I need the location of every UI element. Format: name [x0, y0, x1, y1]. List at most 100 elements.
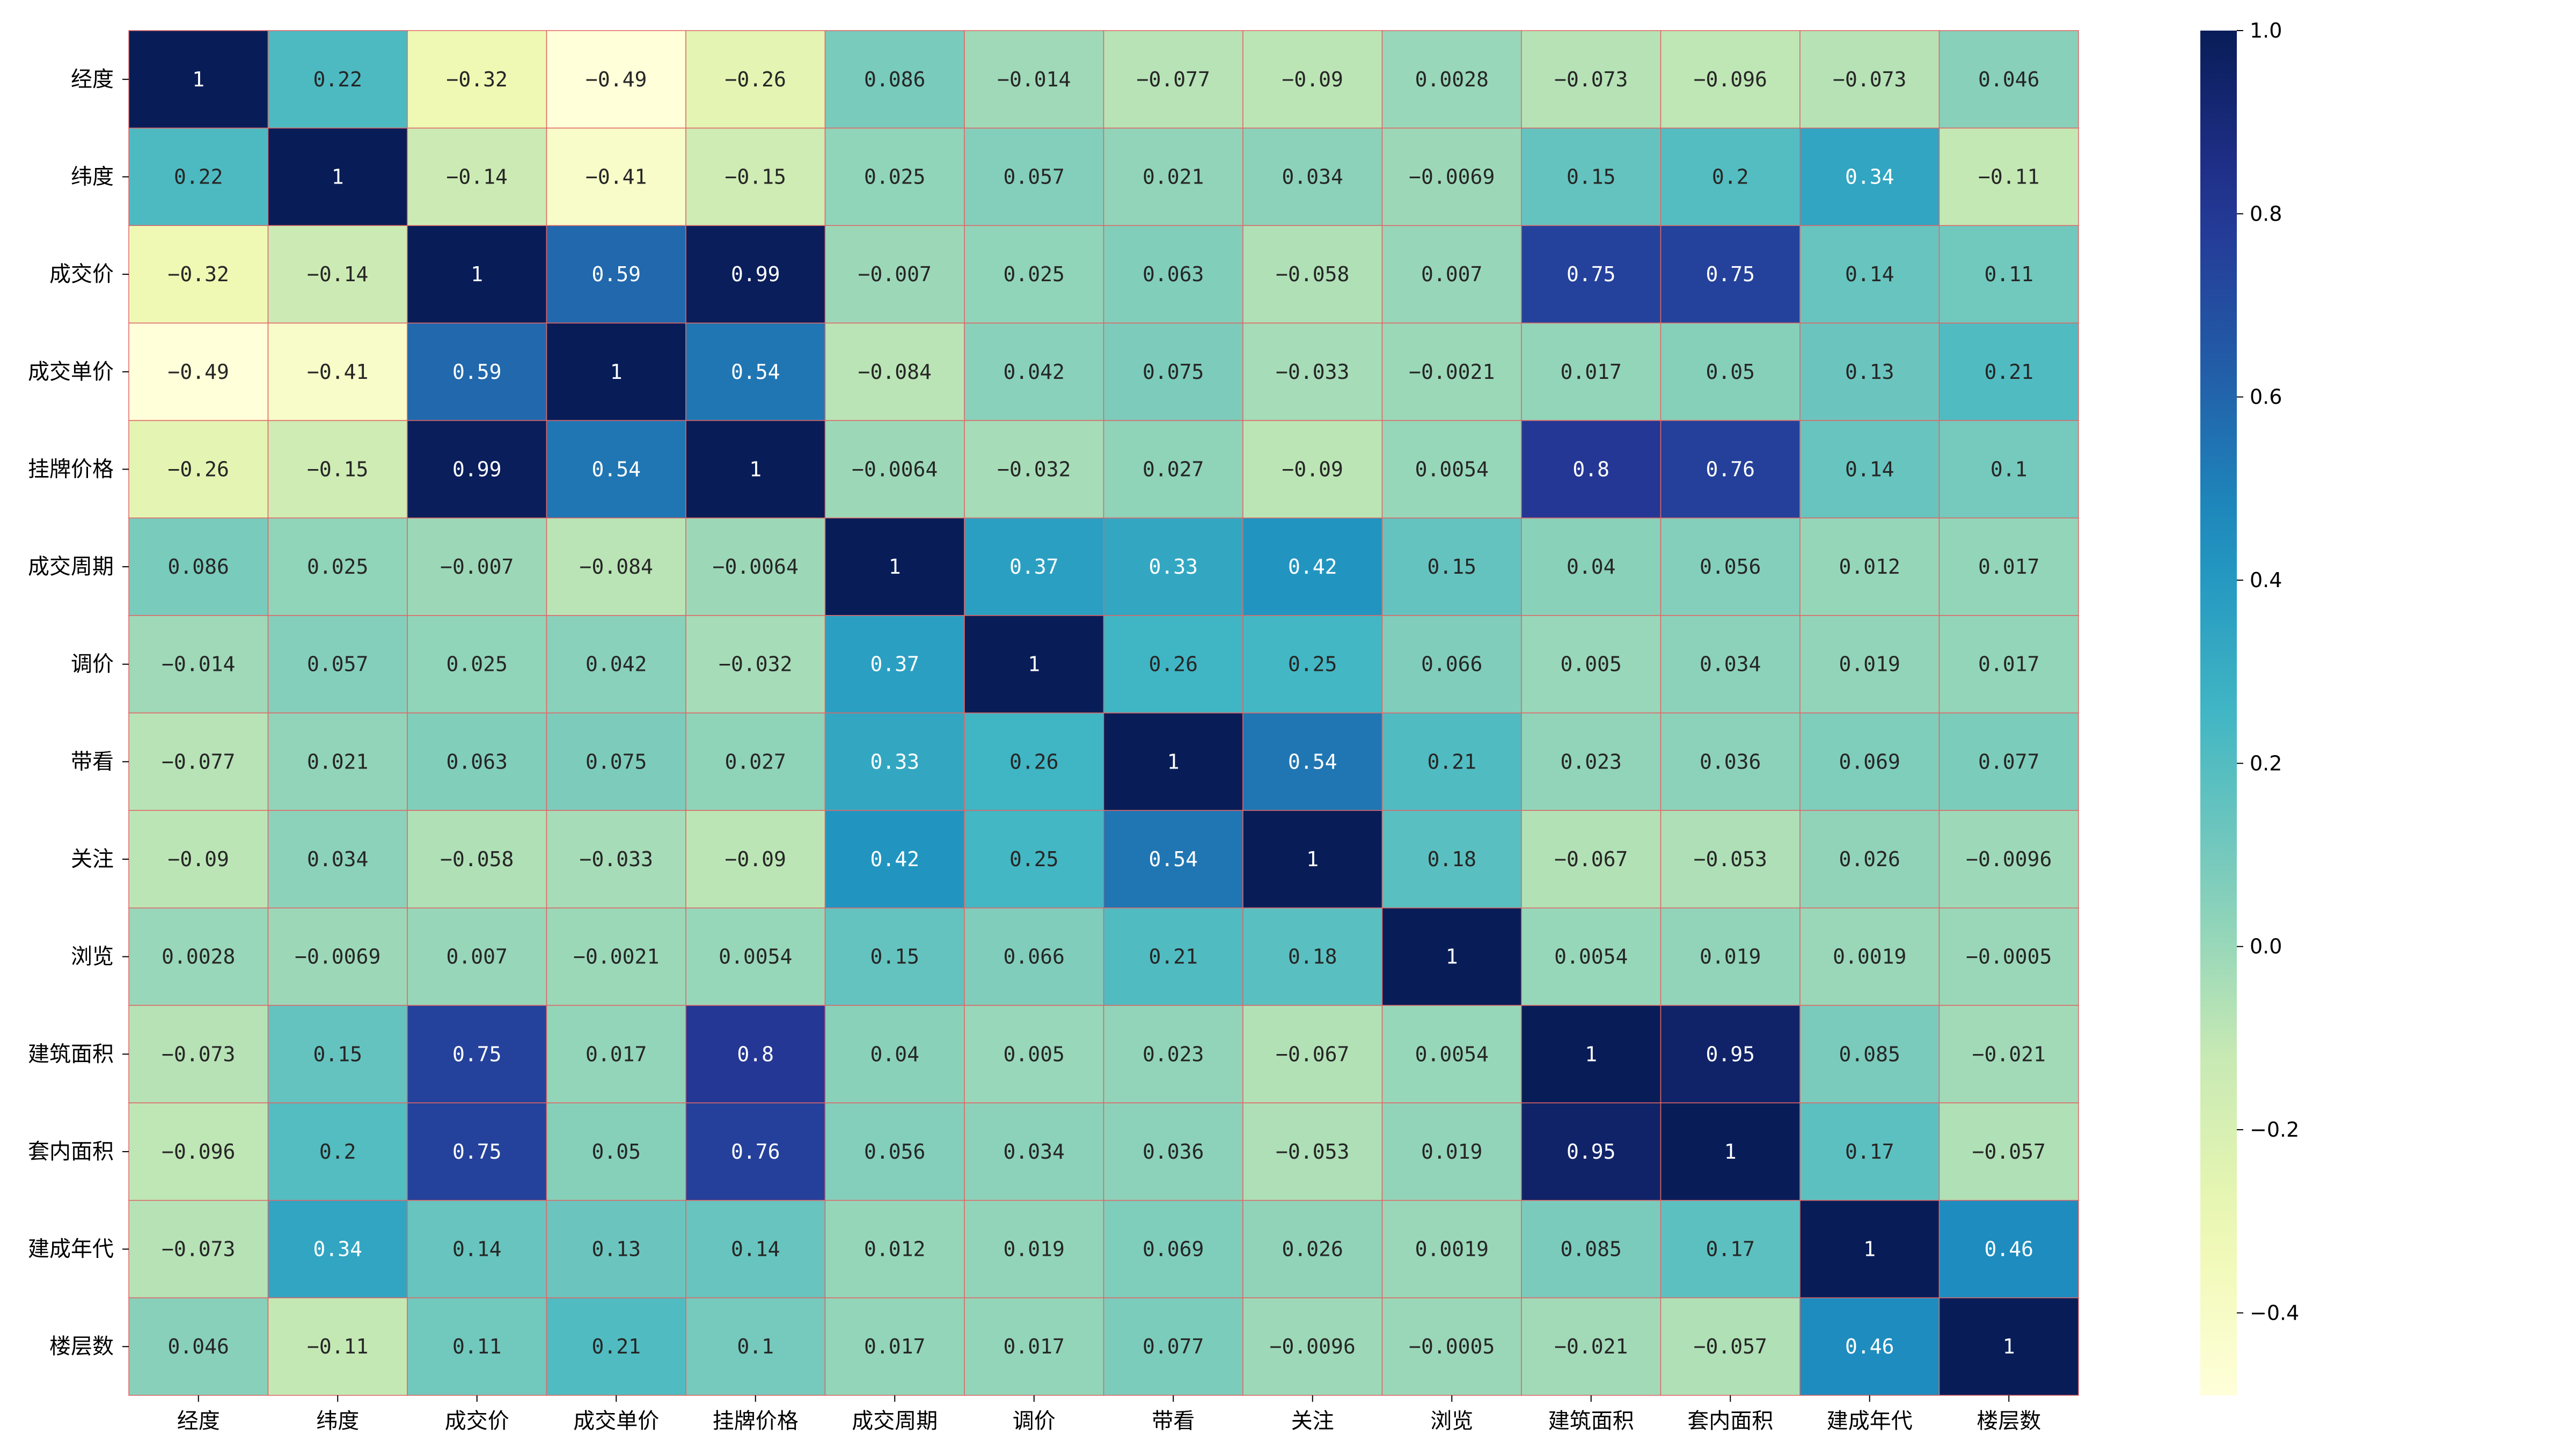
heatmap-cell-r7-c7: [1103, 712, 1243, 811]
heatmap-cell-r7-c1: [267, 712, 408, 811]
cell-value-label-r4-c7: 0.027: [1143, 457, 1204, 481]
cell-value-label-r13-c7: 0.077: [1143, 1335, 1204, 1358]
y-tick-label-11: 套内面积: [28, 1139, 114, 1164]
heatmap-cell-r12-c7: [1103, 1199, 1243, 1299]
cell-value-label-r7-c12: 0.069: [1839, 750, 1900, 773]
cell-value-label-r4-c12: 0.14: [1845, 457, 1894, 481]
cell-value-label-r6-c7: 0.26: [1148, 653, 1198, 676]
heatmap-cell-r11-c4: [685, 1102, 826, 1201]
cell-value-label-r5-c3: −0.084: [580, 555, 653, 579]
cell-value-label-r0-c1: 0.22: [313, 68, 362, 91]
heatmap-cell-r1-c2: [407, 127, 547, 226]
cell-value-label-r12-c4: 0.14: [731, 1238, 780, 1261]
cell-value-label-r4-c1: −0.15: [307, 457, 368, 481]
cell-value-label-r4-c5: −0.0064: [852, 457, 938, 481]
heatmap-cell-r12-c10: [1521, 1199, 1662, 1299]
heatmap-cell-r8-c2: [407, 810, 547, 909]
x-tick-label-8: 关注: [1291, 1409, 1334, 1433]
heatmap-cells: [128, 30, 2079, 1396]
heatmap-cell-r6-c11: [1660, 615, 1801, 714]
heatmap-cell-r5-c6: [964, 517, 1104, 616]
heatmap-cell-r2-c10: [1521, 225, 1662, 324]
heatmap-cell-r9-c5: [824, 908, 965, 1006]
colorbar-tick-label-7: 1.0: [2250, 19, 2282, 42]
heatmap-cell-r12-c0: [128, 1199, 269, 1299]
heatmap-cell-r3-c4: [685, 323, 826, 421]
cell-value-label-r11-c4: 0.76: [731, 1140, 780, 1163]
cell-value-label-r12-c13: 0.46: [1984, 1238, 2033, 1261]
heatmap-cell-r11-c1: [267, 1102, 408, 1201]
cell-value-label-r4-c3: 0.54: [591, 457, 641, 481]
heatmap-cell-r9-c13: [1938, 908, 2079, 1006]
x-tick-label-4: 挂牌价格: [713, 1409, 799, 1433]
heatmap-cell-r5-c13: [1938, 517, 2079, 616]
cell-value-label-r11-c5: 0.056: [864, 1140, 925, 1163]
cell-value-label-r1-c1: 1: [332, 165, 344, 188]
heatmap-cell-r12-c3: [546, 1199, 686, 1299]
heatmap-cell-r6-c2: [407, 615, 547, 714]
cell-value-label-r5-c10: 0.04: [1567, 555, 1616, 579]
heatmap-cell-r0-c2: [407, 30, 547, 129]
heatmap-cell-r2-c0: [128, 225, 269, 324]
heatmap-cell-r10-c3: [546, 1005, 686, 1103]
cell-value-label-r1-c12: 0.34: [1845, 165, 1894, 188]
heatmap-cell-r11-c13: [1938, 1102, 2079, 1201]
cell-value-label-r12-c1: 0.34: [313, 1238, 362, 1261]
heatmap-cell-r12-c8: [1242, 1199, 1383, 1299]
heatmap-cell-r4-c9: [1381, 420, 1522, 518]
cell-value-label-r12-c11: 0.17: [1706, 1238, 1755, 1261]
heatmap-cell-r4-c13: [1938, 420, 2079, 518]
cell-value-label-r0-c9: 0.0028: [1415, 68, 1489, 91]
heatmap-cell-r11-c2: [407, 1102, 547, 1201]
cell-value-label-r11-c12: 0.17: [1845, 1140, 1894, 1163]
cell-value-label-r2-c1: −0.14: [307, 262, 368, 286]
heatmap-cell-r7-c9: [1381, 712, 1522, 811]
heatmap-cell-r0-c4: [685, 30, 826, 129]
heatmap-cell-r4-c4: [685, 420, 826, 518]
cell-value-label-r8-c1: 0.034: [307, 847, 368, 871]
cell-value-label-r4-c6: −0.032: [997, 457, 1071, 481]
heatmap-cell-r6-c10: [1521, 615, 1662, 714]
cell-value-label-r9-c13: −0.0005: [1966, 945, 2052, 969]
heatmap-cell-r7-c5: [824, 712, 965, 811]
y-tick-label-0: 经度: [71, 67, 114, 92]
cell-value-label-r12-c9: 0.0019: [1415, 1238, 1489, 1261]
cell-value-label-r11-c13: −0.057: [1972, 1140, 2046, 1163]
heatmap-cell-r3-c10: [1521, 323, 1662, 421]
heatmap-cell-r2-c8: [1242, 225, 1383, 324]
cell-value-label-r7-c8: 0.54: [1288, 750, 1337, 773]
cell-value-label-r12-c2: 0.14: [452, 1238, 502, 1261]
heatmap-cell-r7-c4: [685, 712, 826, 811]
cell-value-label-r9-c8: 0.18: [1288, 945, 1337, 969]
cell-value-label-r13-c12: 0.46: [1845, 1335, 1894, 1358]
cell-value-label-r3-c13: 0.21: [1984, 360, 2033, 384]
heatmap-cell-r9-c0: [128, 908, 269, 1006]
x-tick-label-6: 调价: [1013, 1409, 1056, 1433]
cell-value-label-r11-c8: −0.053: [1276, 1140, 1349, 1163]
cell-value-label-r12-c6: 0.019: [1004, 1238, 1065, 1261]
cell-value-label-r2-c4: 0.99: [731, 262, 780, 286]
heatmap-cell-r13-c0: [128, 1297, 269, 1396]
heatmap-cell-r7-c13: [1938, 712, 2079, 811]
cell-value-label-r6-c6: 1: [1028, 653, 1040, 676]
heatmap-cell-r0-c1: [267, 30, 408, 129]
cell-value-label-r13-c2: 0.11: [452, 1335, 502, 1358]
heatmap-cell-r12-c13: [1938, 1199, 2079, 1299]
heatmap-cell-r10-c11: [1660, 1005, 1801, 1103]
heatmap-cell-r0-c7: [1103, 30, 1243, 129]
heatmap-cell-r12-c5: [824, 1199, 965, 1299]
colorbar-tick-label-3: 0.2: [2250, 751, 2282, 775]
y-tick-label-7: 带看: [71, 749, 114, 774]
heatmap-cell-r2-c2: [407, 225, 547, 324]
heatmap-cell-r2-c9: [1381, 225, 1522, 324]
colorbar-tick-label-6: 0.8: [2250, 202, 2282, 225]
cell-value-label-r3-c10: 0.017: [1561, 360, 1622, 384]
heatmap-cell-r12-c4: [685, 1199, 826, 1299]
heatmap-cell-r10-c8: [1242, 1005, 1383, 1103]
heatmap-cell-r11-c0: [128, 1102, 269, 1201]
heatmap-cell-r10-c0: [128, 1005, 269, 1103]
heatmap-cell-r2-c6: [964, 225, 1104, 324]
cell-value-label-r2-c12: 0.14: [1845, 262, 1894, 286]
cell-value-label-r6-c0: −0.014: [162, 653, 235, 676]
heatmap-cell-r1-c7: [1103, 127, 1243, 226]
